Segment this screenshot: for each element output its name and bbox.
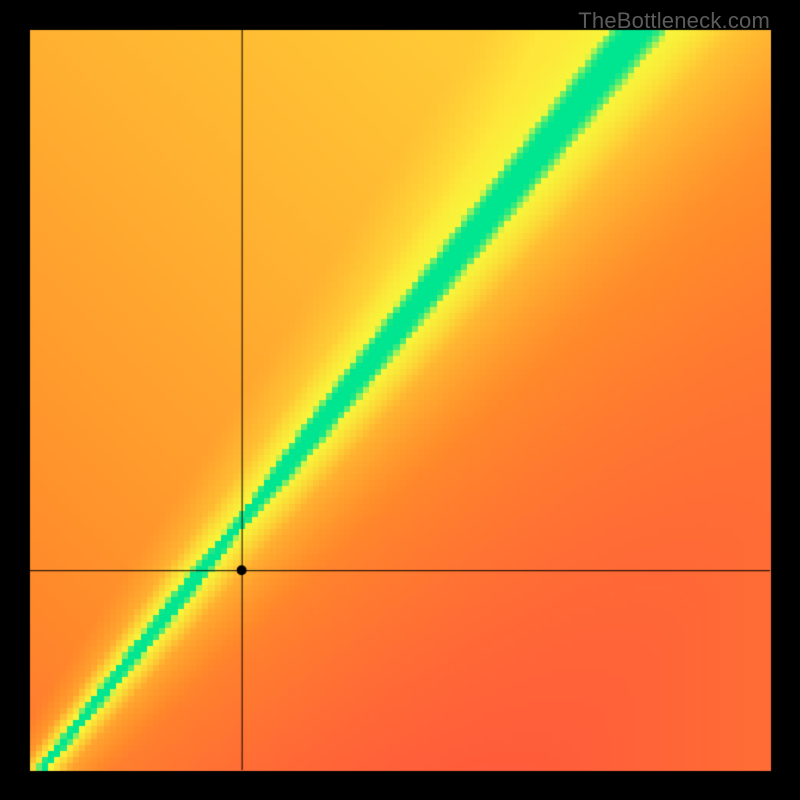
chart-container: TheBottleneck.com	[0, 0, 800, 800]
bottleneck-heatmap	[0, 0, 800, 800]
watermark-text: TheBottleneck.com	[578, 8, 770, 34]
